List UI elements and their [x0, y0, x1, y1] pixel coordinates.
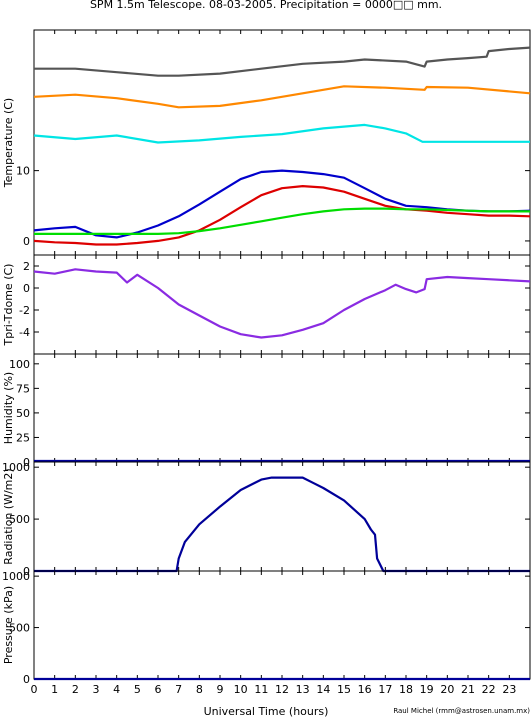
y-tick-label: 10	[16, 165, 30, 178]
x-tick-label: 20	[440, 683, 454, 696]
y-axis-label: Tpri-Tdome (C)	[2, 264, 15, 347]
panel-1: 2 0 -2 -4 Tpri-Tdome (C)	[2, 254, 531, 355]
x-tick-label: 2	[72, 683, 79, 696]
y-tick-label: 25	[16, 431, 30, 444]
x-tick-label: 19	[420, 683, 434, 696]
y-tick-label: 75	[16, 382, 30, 395]
x-tick-label: 13	[296, 683, 310, 696]
x-tick-label: 1	[51, 683, 58, 696]
x-tick-label: 21	[461, 683, 475, 696]
x-tick-label: 3	[93, 683, 100, 696]
series-line-green	[34, 207, 530, 235]
chart-title: SPM 1.5m Telescope. 08-03-2005. Precipit…	[90, 0, 442, 11]
series-line-navy	[34, 476, 530, 573]
x-tick-label: 7	[175, 683, 182, 696]
panel-frame	[33, 254, 531, 355]
y-tick-label: 0	[23, 235, 30, 248]
x-tick-label: 0	[31, 683, 38, 696]
x-tick-label: 15	[337, 683, 351, 696]
x-tick-label: 4	[113, 683, 120, 696]
x-tick-label: 16	[358, 683, 372, 696]
x-tick-label: 11	[254, 683, 268, 696]
x-tick-label: 23	[502, 683, 516, 696]
x-axis-label: Universal Time (hours)	[204, 705, 329, 718]
x-tick-label: 18	[399, 683, 413, 696]
y-tick-label: 0	[23, 565, 30, 578]
y-tick-label: -2	[19, 304, 30, 317]
y-tick-label: 0	[23, 456, 30, 469]
x-tick-label: 8	[196, 683, 203, 696]
x-tick-label: 17	[378, 683, 392, 696]
x-tick-label: 10	[234, 683, 248, 696]
series-line-red	[33, 185, 531, 246]
x-tick-label: 22	[482, 683, 496, 696]
series-line-dark	[34, 46, 531, 77]
x-tick-label: 9	[217, 683, 224, 696]
y-axis-label: Humidity (%)	[2, 372, 15, 444]
series-line-purple	[33, 268, 531, 339]
y-tick-label: 100	[9, 358, 30, 371]
panel-4: 0 500 1000 Pressure (kPa)	[2, 570, 531, 686]
y-axis-label: Pressure (kPa)	[2, 586, 15, 664]
series-line-orange	[33, 85, 531, 109]
y-tick-label: 0	[23, 282, 30, 295]
x-tick-label: 6	[155, 683, 162, 696]
series-line-blue	[33, 169, 531, 239]
y-tick-label: 500	[9, 513, 30, 526]
y-tick-label: 50	[16, 407, 30, 420]
y-tick-label: 500	[9, 622, 30, 635]
series-line-cyan	[33, 123, 530, 144]
panel-frame	[33, 570, 531, 680]
x-tick-label: 14	[316, 683, 330, 696]
panel-frame	[33, 353, 531, 463]
y-tick-label: 0	[23, 673, 30, 686]
y-axis-label: Radiation (W/m2)	[2, 468, 15, 564]
y-tick-label: 2	[23, 260, 30, 273]
x-tick-label: 12	[275, 683, 289, 696]
x-axis-ticks: 0 1 2 3 4 5 6 7 8 9 10 11 12 13 14 15 16 17 18 19 20 21 22 23	[31, 683, 517, 696]
y-tick-label: -4	[19, 326, 30, 339]
y-tick-label: 1000	[2, 461, 30, 474]
x-tick-label: 5	[134, 683, 141, 696]
y-axis-label: Temperature (C)	[2, 98, 15, 188]
credit-text: Raul Michel (rmm@astrosen.unam.mx)	[393, 707, 530, 715]
y-tick-label: 1000	[2, 570, 30, 583]
